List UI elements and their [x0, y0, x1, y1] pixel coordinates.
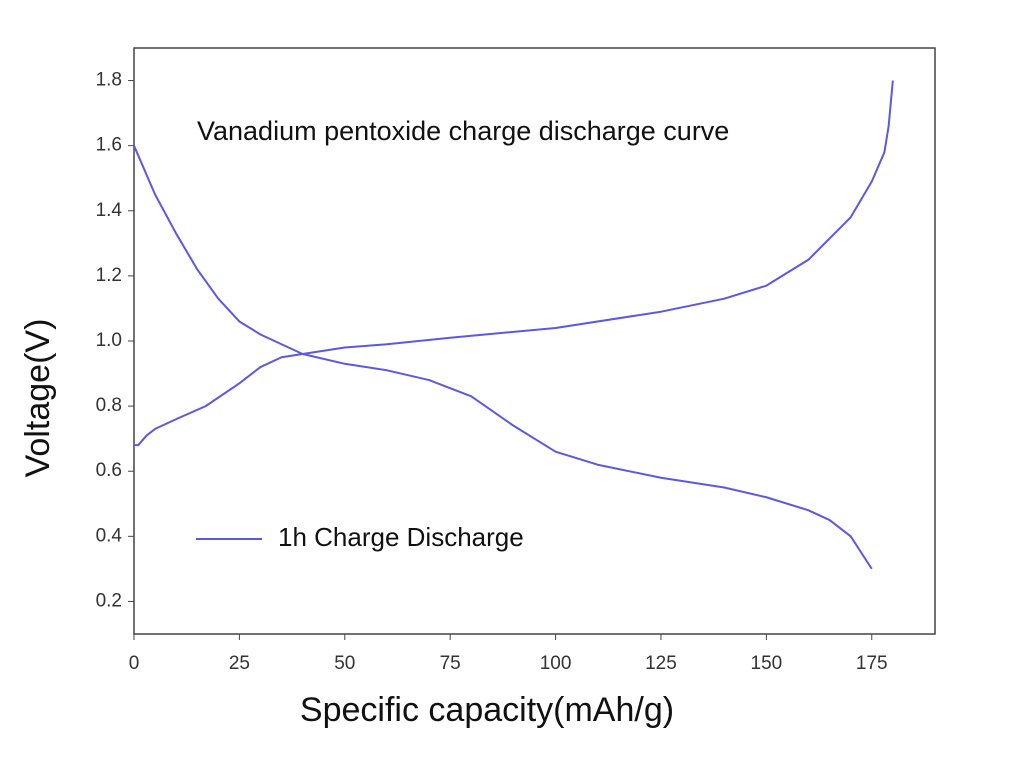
y-tick-label: 0.6: [96, 460, 122, 481]
y-tick-label: 0.8: [96, 395, 122, 416]
legend-label: 1h Charge Discharge: [278, 522, 524, 552]
y-tick-label: 1.6: [96, 135, 122, 156]
y-tick-label: 1.2: [96, 265, 122, 286]
y-tick-label: 1.0: [96, 330, 122, 351]
y-tick-label: 1.8: [96, 70, 122, 91]
x-tick-label: 175: [856, 653, 888, 674]
x-tick-label: 0: [129, 653, 140, 674]
y-tick-label: 1.4: [96, 200, 123, 221]
x-axis-label: Specific capacity(mAh/g): [300, 691, 674, 729]
x-tick-label: 25: [229, 653, 250, 674]
y-tick-label: 0.4: [96, 525, 123, 546]
y-tick-label: 0.2: [96, 590, 122, 611]
data-line: [134, 80, 894, 447]
y-axis-label: Voltage(V): [19, 319, 57, 478]
x-tick-label: 50: [334, 653, 355, 674]
x-tick-label: 75: [440, 653, 461, 674]
x-tick-label: 100: [540, 653, 572, 674]
data-line: [133, 145, 873, 570]
x-tick-label: 125: [645, 653, 677, 674]
x-tick-label: 150: [751, 653, 783, 674]
chart-title: Vanadium pentoxide charge discharge curv…: [197, 116, 729, 146]
